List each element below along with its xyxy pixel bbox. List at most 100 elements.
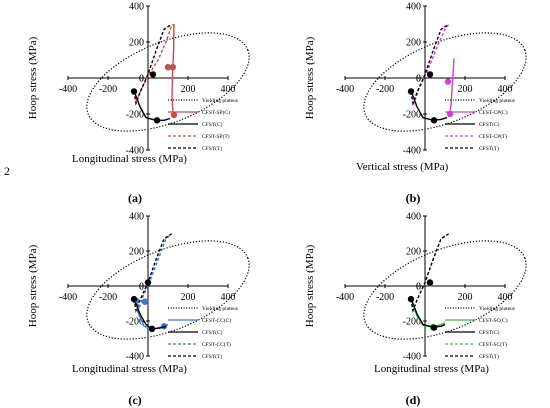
y-tick-label: -400: [126, 146, 144, 157]
x-tick-label: 400: [498, 292, 513, 303]
legend-label: CFST(C): [479, 121, 500, 128]
legend-label: CFST-SC(C): [479, 317, 508, 324]
series-marker: [149, 71, 157, 78]
x-tick-label: -400: [59, 292, 77, 303]
y-tick-label: -200: [126, 317, 144, 328]
yielding-plateau-ellipse: [86, 240, 250, 340]
legend-label: Yielding plateus: [479, 306, 515, 312]
legend: Yielding plateus CFST-CC(C) CFST(C) CFST-CC…: [168, 306, 238, 360]
legend-label: CFST(T): [202, 353, 222, 360]
y-tick-label: 0: [139, 282, 144, 293]
series-marker: [141, 298, 149, 305]
x-tick-label: 200: [181, 84, 196, 95]
series-line-2: [448, 58, 455, 117]
x-tick-label: -200: [99, 84, 117, 95]
panel-caption: (d): [406, 393, 421, 407]
legend-label: CFST-CC(C): [202, 317, 231, 324]
series-line-5: [133, 23, 172, 106]
series-line-5: [410, 23, 449, 106]
series-marker: [426, 71, 434, 78]
series-marker: [170, 111, 178, 119]
yielding-plateau-ellipse: [86, 32, 250, 132]
legend-label: Yielding plateus: [202, 306, 238, 312]
legend-label: CFST-SP(C): [202, 109, 230, 116]
x-tick-label: -200: [376, 84, 394, 95]
x-tick-label: -400: [336, 84, 354, 95]
y-tick-label: -200: [126, 110, 144, 121]
x-tick-label: -400: [336, 292, 354, 303]
origin-tick-label: 0: [416, 74, 421, 85]
origin-tick-label: 0: [416, 282, 421, 293]
y-axis-label: Hoop stress (MPa): [27, 244, 39, 327]
series-marker: [430, 324, 438, 331]
origin-tick-label: 0: [139, 74, 144, 85]
legend: Yielding plateus CFST-SC(C) CFST(C) CFST-SC…: [445, 306, 515, 360]
y-tick-label: 400: [129, 2, 144, 13]
y-tick-label: -400: [403, 352, 421, 363]
series-line-3: [133, 90, 171, 121]
legend-label: Yielding plateus: [479, 98, 515, 104]
y-tick-label: 200: [129, 38, 144, 49]
y-tick-label: 200: [406, 38, 421, 49]
y-axis-label: Hoop stress (MPa): [304, 36, 316, 119]
y-axis-label: Hoop stress (MPa): [27, 36, 39, 119]
yielding-plateau-ellipse: [363, 240, 527, 340]
legend-label: CFST-SC(T): [479, 341, 507, 348]
panel-caption: (a): [128, 191, 142, 205]
legend-label: CFST(T): [479, 353, 499, 360]
y-tick-label: 400: [129, 212, 144, 223]
y-tick-label: 200: [129, 247, 144, 258]
y-tick-label: 0: [416, 74, 421, 85]
x-tick-label: 200: [181, 292, 196, 303]
legend-label: CFST(C): [202, 329, 223, 336]
y-tick-label: 0: [416, 282, 421, 293]
legend: Yielding plateus CFST-SP(C) CFST(C) CFST-SP…: [168, 98, 238, 152]
x-axis-label: Vertical stress (MPa): [356, 161, 449, 173]
series-marker: [444, 78, 452, 85]
series-line-3: [410, 90, 448, 122]
x-tick-label: -400: [59, 84, 77, 95]
legend-label: CFST(T): [202, 145, 222, 152]
series-line-3: [410, 298, 446, 328]
x-axis-label: Longitudinal stress (MPa): [72, 363, 187, 375]
series-marker: [430, 117, 438, 124]
x-tick-label: 400: [498, 84, 513, 95]
y-tick-label: 0: [139, 74, 144, 85]
series-marker: [426, 279, 434, 286]
legend-label: CFST-CC(T): [202, 341, 231, 348]
series-marker: [148, 325, 156, 333]
x-axis-label: Longitudinal stress (MPa): [72, 153, 187, 165]
series-marker: [153, 117, 161, 124]
panel-caption: (c): [128, 393, 141, 407]
y-tick-label: 200: [406, 247, 421, 258]
y-tick-label: -400: [126, 352, 144, 363]
legend-label: CFST(T): [479, 145, 499, 152]
y-tick-label: 400: [406, 2, 421, 13]
y-axis-label: Hoop stress (MPa): [304, 244, 316, 327]
x-tick-label: -200: [376, 292, 394, 303]
x-tick-label: 400: [221, 84, 236, 95]
legend-label: CFST-SP(T): [202, 133, 230, 140]
series-marker: [169, 63, 176, 71]
y-tick-label: -400: [403, 146, 421, 157]
origin-tick-label: 0: [139, 282, 144, 293]
x-tick-label: 200: [458, 84, 473, 95]
panel-caption: (b): [406, 191, 421, 205]
legend: Yielding plateus CFST-CP(C) CFST(C) CFST-CP…: [445, 98, 515, 152]
legend-label: Yielding plateus: [202, 98, 238, 104]
x-tick-label: -200: [99, 292, 117, 303]
series-marker: [164, 63, 172, 71]
series-line-4: [133, 23, 175, 104]
y-tick-label: -200: [403, 317, 421, 328]
x-tick-label: 400: [221, 292, 236, 303]
legend-label: CFST-CP(C): [479, 109, 508, 116]
series-line-4: [410, 233, 449, 314]
x-axis-label: Longitudinal stress (MPa): [374, 363, 489, 375]
yielding-plateau-ellipse: [363, 32, 527, 132]
series-marker: [144, 279, 152, 286]
